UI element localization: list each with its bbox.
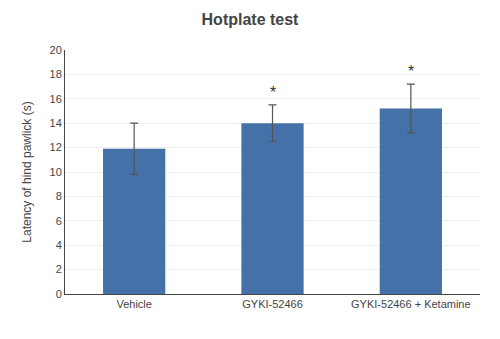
svg-text:0: 0 <box>56 288 62 300</box>
svg-text:*: * <box>408 63 414 80</box>
svg-text:12: 12 <box>50 141 62 153</box>
svg-text:2: 2 <box>56 263 62 275</box>
svg-text:GYKI-52466 + Ketamine: GYKI-52466 + Ketamine <box>351 298 471 310</box>
svg-text:20: 20 <box>50 44 62 56</box>
svg-text:18: 18 <box>50 68 62 80</box>
svg-text:Latency of hind pawlick (s): Latency of hind pawlick (s) <box>20 101 34 242</box>
svg-text:14: 14 <box>50 117 62 129</box>
svg-text:10: 10 <box>50 166 62 178</box>
svg-text:8: 8 <box>56 190 62 202</box>
svg-text:GYKI-52466: GYKI-52466 <box>242 298 303 310</box>
svg-text:Hotplate test: Hotplate test <box>202 11 300 28</box>
svg-text:4: 4 <box>56 239 62 251</box>
svg-text:Vehicle: Vehicle <box>116 298 151 310</box>
svg-text:*: * <box>270 84 276 101</box>
svg-text:6: 6 <box>56 215 62 227</box>
svg-text:16: 16 <box>50 93 62 105</box>
